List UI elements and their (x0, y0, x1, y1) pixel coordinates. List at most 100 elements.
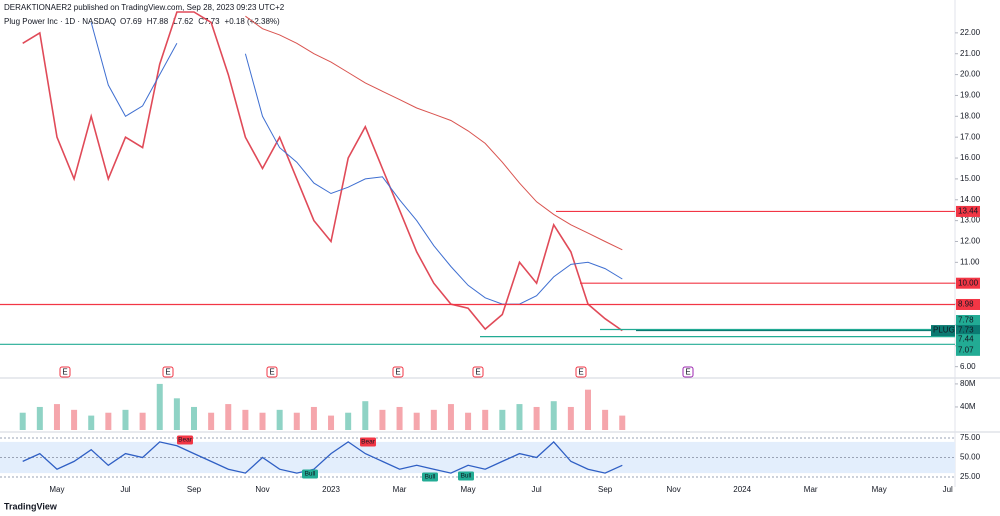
x-tick-label: Sep (187, 485, 202, 494)
earnings-label: E (395, 368, 400, 377)
y-tick-label: 19.00 (960, 91, 981, 100)
price-tag-label: 13.44 (958, 207, 979, 216)
earnings-marker (682, 366, 694, 378)
signal-tag (302, 469, 318, 479)
volume-bar (516, 404, 523, 430)
price-tag (956, 334, 980, 346)
signal-label: Bear (178, 437, 193, 444)
price-tag-label: 10.00 (958, 278, 979, 287)
chart-title: Plug Power Inc · 1D · NASDAQ (4, 17, 116, 26)
y-tick-label: 17.00 (960, 132, 981, 141)
price-tag (956, 277, 980, 289)
volume-bar (362, 401, 369, 430)
earnings-marker (266, 366, 278, 378)
signal-tag (177, 435, 193, 445)
y-tick-label: 16.00 (960, 153, 981, 162)
x-tick-label: Mar (804, 485, 818, 494)
volume-tick-label: 40M (960, 402, 976, 411)
price-tag (956, 298, 980, 310)
y-tick-label: 22.00 (960, 28, 981, 37)
price-tag (956, 325, 980, 337)
volume-bar (567, 406, 574, 430)
volume-bar (465, 412, 472, 430)
signal-label: Bull (425, 474, 436, 481)
x-tick-label: Jul (120, 485, 130, 494)
volume-bar (225, 404, 232, 430)
volume-tick-label: 80M (960, 379, 976, 388)
earnings-marker (59, 366, 71, 378)
earnings-label: E (165, 368, 170, 377)
earnings-marker (472, 366, 484, 378)
x-tick-label: Nov (255, 485, 269, 494)
x-tick-label: Sep (598, 485, 613, 494)
moving-average (90, 22, 623, 305)
volume-bar (310, 406, 317, 430)
x-tick-label: Jul (531, 485, 541, 494)
price-tag-label: 7.73 (958, 326, 974, 335)
volume-bar (550, 401, 557, 430)
x-tick-label: Nov (667, 485, 681, 494)
volume-bar (533, 406, 540, 430)
signal-tag (360, 437, 376, 447)
signal-tag (458, 471, 474, 481)
legend-value: O7.69 (120, 17, 142, 26)
volume-bar (447, 404, 454, 430)
signal-label: Bull (461, 473, 472, 480)
volume-bar (173, 398, 180, 430)
volume-bar (584, 389, 591, 430)
earnings-label: E (475, 368, 480, 377)
earnings-label: E (62, 368, 67, 377)
volume-bar (482, 409, 489, 430)
earnings-marker (162, 366, 174, 378)
volume-bar (413, 412, 420, 430)
volume-bar (345, 412, 352, 430)
y-tick-label: 14.00 (960, 195, 981, 204)
rsi-tick-label: 50.00 (960, 453, 981, 462)
volume-bar (71, 409, 78, 430)
price-tag (956, 205, 980, 217)
earnings-label: E (685, 368, 690, 377)
y-tick-label: 13.00 (960, 216, 981, 225)
volume-bar (122, 409, 129, 430)
published-line: DERAKTIONAER2 published on TradingView.c… (4, 3, 285, 12)
volume-bar (242, 409, 249, 430)
x-tick-label: May (49, 485, 64, 494)
volume-bar (88, 415, 95, 430)
symbol-tag (931, 325, 955, 337)
price-tag-label: 7.78 (958, 316, 974, 325)
price-tag-label: 8.98 (958, 300, 974, 309)
y-tick-label: 18.00 (960, 111, 981, 120)
x-tick-label: May (461, 485, 476, 494)
signal-label: Bull (305, 471, 316, 478)
legend-value: L7.62 (173, 17, 194, 26)
symbol-tag-label: PLUG (933, 326, 955, 335)
rsi-tick-label: 25.00 (960, 472, 981, 481)
earnings-marker (575, 366, 587, 378)
volume-bar (396, 406, 403, 430)
volume-bar (619, 415, 626, 430)
rsi-tick-label: 75.00 (960, 433, 981, 442)
volume-bar (328, 415, 335, 430)
volume-bar (293, 412, 300, 430)
y-tick-label: 21.00 (960, 49, 981, 58)
y-tick-label: 15.00 (960, 174, 981, 183)
volume-bar (19, 412, 26, 430)
volume-bar (499, 409, 506, 430)
x-tick-label: May (872, 485, 887, 494)
y-tick-label: 12.00 (960, 237, 981, 246)
x-tick-label: Mar (393, 485, 407, 494)
price-tag-label: 7.44 (958, 335, 974, 344)
volume-bar (379, 409, 386, 430)
price-tag (956, 344, 980, 356)
volume-bar (36, 406, 43, 430)
volume-bar (156, 383, 163, 430)
volume-bar (191, 406, 197, 430)
y-tick-label: 6.00 (960, 362, 976, 371)
volume-bar (602, 409, 609, 430)
volume-bar (105, 412, 112, 430)
price-line (22, 11, 623, 332)
y-tick-label: 11.00 (960, 257, 980, 266)
x-tick-label: Jul (943, 485, 953, 494)
footer-logo: TradingView (4, 501, 58, 511)
